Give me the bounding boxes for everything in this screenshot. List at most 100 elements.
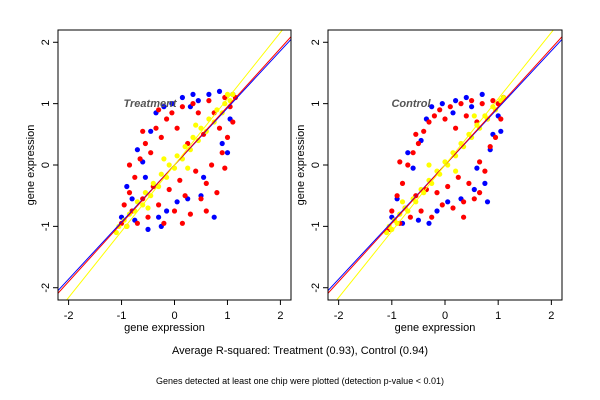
data-point [458, 101, 464, 107]
data-point [182, 144, 188, 150]
data-point [195, 110, 201, 116]
data-point [126, 190, 133, 196]
x-tick-label: -1 [117, 310, 127, 322]
data-point [490, 98, 496, 104]
data-point [211, 214, 217, 220]
data-point [214, 190, 220, 196]
data-point [429, 214, 435, 220]
data-point [224, 150, 231, 156]
data-point [471, 186, 477, 193]
data-point [405, 162, 411, 168]
data-point [190, 91, 196, 97]
data-point [469, 98, 475, 104]
data-point [179, 94, 185, 101]
panel-title: Control [391, 98, 431, 110]
data-point [156, 202, 162, 208]
data-point [447, 104, 453, 110]
x-tick-label: 0 [171, 310, 177, 322]
data-point [195, 137, 201, 144]
data-point [466, 180, 472, 186]
data-point [461, 199, 467, 205]
data-point [161, 220, 167, 226]
data-point [222, 165, 228, 171]
data-point [450, 110, 456, 116]
data-point [201, 174, 207, 180]
data-point [405, 150, 411, 156]
y-tick-label: 0 [40, 162, 52, 168]
data-point [174, 153, 180, 159]
data-point [177, 177, 183, 183]
data-point [137, 156, 143, 162]
data-point [179, 220, 185, 226]
data-point [445, 183, 451, 190]
reference-line [336, 30, 554, 300]
data-point [148, 150, 154, 156]
data-point [166, 162, 172, 168]
x-axis-label: gene expression [124, 322, 205, 334]
data-point [148, 128, 154, 134]
data-point [182, 193, 188, 199]
data-point [145, 205, 151, 211]
data-point [415, 217, 421, 223]
data-point [477, 190, 483, 196]
data-point [426, 220, 432, 226]
y-tick-label: 2 [40, 39, 52, 45]
caption-detection-note: Genes detected at least one chip were pl… [156, 376, 444, 386]
x-tick-label: -2 [334, 310, 344, 322]
data-point [150, 180, 156, 186]
data-point [134, 147, 140, 153]
data-point [431, 113, 437, 119]
data-point [169, 101, 175, 107]
data-point [203, 180, 209, 186]
data-point [153, 125, 159, 131]
panel-title: Treatment [124, 98, 178, 110]
data-point [450, 205, 456, 211]
y-tick-label: 1 [310, 101, 322, 107]
reference-line [65, 30, 284, 300]
data-point [426, 162, 432, 168]
data-point [477, 159, 483, 165]
data-point [185, 165, 191, 171]
data-point [124, 183, 130, 190]
data-point [482, 168, 488, 174]
data-point [421, 128, 427, 134]
data-point [179, 104, 185, 110]
data-point [219, 150, 225, 156]
data-point [142, 190, 148, 196]
data-point [193, 122, 199, 128]
data-point [442, 116, 448, 122]
data-point [124, 223, 130, 229]
x-tick-label: 2 [548, 310, 554, 322]
data-point [397, 159, 403, 165]
scatter-panel-2: -2 -1 0 1 2 -2 -1 0 1 2 gene expression gene expres… [295, 29, 563, 334]
data-point [445, 199, 451, 205]
data-point [190, 101, 196, 107]
data-point [219, 140, 225, 147]
data-point [198, 196, 204, 202]
x-tick-label: 1 [495, 310, 501, 322]
data-point [498, 116, 504, 122]
data-point [453, 98, 459, 104]
data-point [415, 140, 421, 147]
data-point [164, 208, 170, 214]
data-point [134, 220, 140, 226]
data-point [164, 116, 170, 122]
data-point [142, 174, 148, 180]
data-point [206, 91, 212, 97]
data-point [461, 214, 467, 220]
data-point [471, 113, 477, 119]
data-point [463, 113, 469, 119]
data-point [190, 134, 196, 140]
data-point [434, 208, 440, 214]
data-point [174, 199, 180, 205]
x-tick-label: 2 [277, 310, 283, 322]
data-point [413, 131, 419, 137]
data-point [158, 134, 164, 140]
data-point [132, 174, 138, 180]
data-point [492, 134, 499, 140]
data-point [142, 140, 148, 147]
data-point [209, 162, 215, 168]
data-point [156, 183, 162, 190]
data-point [230, 119, 236, 125]
